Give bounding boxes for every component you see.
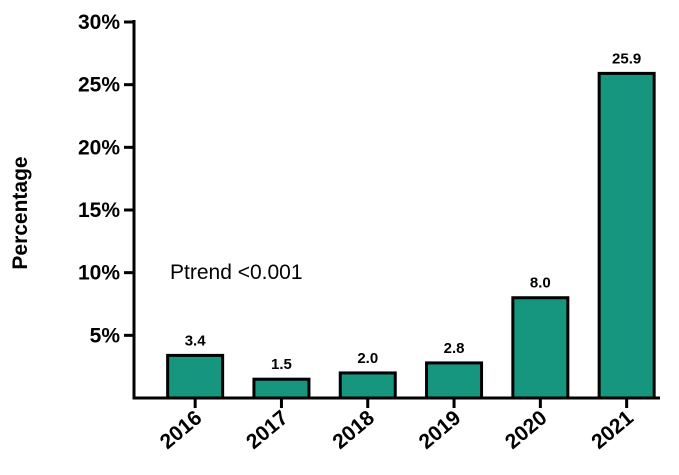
trend-annotation: Ptrend <0.001 [170,261,303,284]
x-tick-label-2020: 2020 [501,406,552,454]
x-tick-label-2018: 2018 [328,406,379,454]
y-axis-label: Percentage [9,156,32,269]
y-tick-label: 20% [78,136,120,159]
value-label-2020: 8.0 [530,275,551,292]
bar-2021 [597,71,656,400]
y-axis: 5% 10% 15% 20% 25% 30% [78,11,136,400]
x-tick-label-2021: 2021 [587,406,638,454]
bar-2016 [166,353,225,400]
x-tick-label-2019: 2019 [415,406,466,454]
bars [166,71,656,400]
x-tick-label-2017: 2017 [242,406,293,454]
value-label-2017: 1.5 [271,356,292,373]
value-labels: 3.4 1.5 2.0 2.8 8.0 25.9 [185,50,642,373]
y-tick-label: 30% [78,11,120,34]
value-label-2016: 3.4 [185,332,207,349]
value-label-2021: 25.9 [612,50,641,67]
value-label-2019: 2.8 [444,340,465,357]
y-tick-label: 10% [78,262,120,285]
y-tick-label: 5% [90,324,121,347]
bar-2020 [511,296,570,400]
bar-2018 [338,371,397,400]
bar-2017 [252,377,311,400]
x-tick-label-2016: 2016 [156,406,207,454]
bar-2019 [425,361,484,400]
value-label-2018: 2.0 [357,350,378,367]
x-axis: 2016 2017 2018 2019 2020 2021 [132,396,660,454]
y-tick-label: 25% [78,74,120,97]
y-tick-label: 15% [78,199,120,222]
